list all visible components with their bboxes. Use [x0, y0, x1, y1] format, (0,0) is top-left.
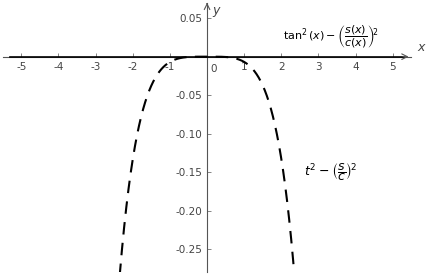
- Text: 0: 0: [211, 64, 217, 74]
- Text: $t^2-\left(\dfrac{s}{c}\right)^{\!2}$: $t^2-\left(\dfrac{s}{c}\right)^{\!2}$: [304, 161, 357, 183]
- Text: x: x: [417, 41, 424, 54]
- Text: y: y: [213, 4, 220, 17]
- Text: $\tan^2(x)-\left(\dfrac{s(x)}{c(x)}\right)^{\!2}$: $\tan^2(x)-\left(\dfrac{s(x)}{c(x)}\righ…: [283, 24, 379, 50]
